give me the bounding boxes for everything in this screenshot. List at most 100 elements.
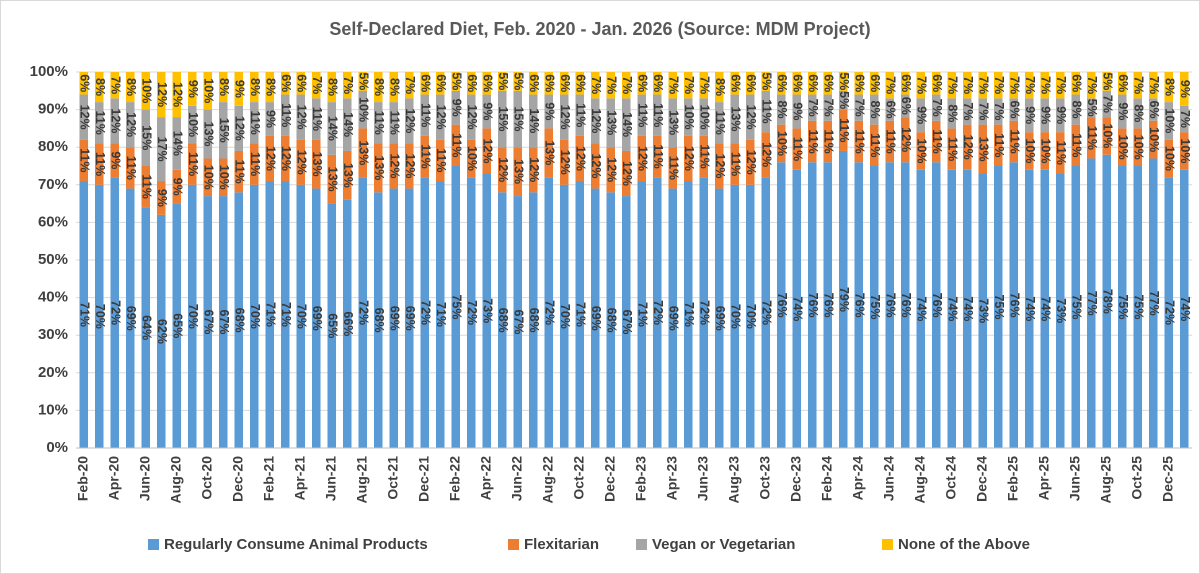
bar-segment [265, 72, 275, 103]
bar-segment [296, 72, 306, 95]
bar-segment [962, 72, 972, 99]
bar-segment [497, 90, 507, 148]
bar-segment [94, 143, 104, 185]
bar-segment [683, 98, 693, 136]
bar-segment [280, 72, 290, 95]
bar-segment [1071, 124, 1081, 166]
bar-segment [792, 72, 802, 95]
data-label: 7% [620, 76, 634, 94]
data-label: 6% [1147, 101, 1161, 119]
data-label: 10% [775, 131, 789, 156]
data-label: 7% [806, 99, 820, 117]
data-label: 9% [186, 80, 200, 98]
bar-segment [466, 177, 476, 448]
data-label: 6% [542, 74, 556, 92]
bar-segment [683, 135, 693, 182]
bar-segment [699, 177, 709, 448]
data-label: 11% [449, 133, 463, 157]
x-tick-label: Dec-25 [1159, 456, 1175, 502]
bar-segment [1133, 166, 1143, 448]
data-label: 12% [744, 105, 758, 130]
data-label: 11% [651, 103, 665, 127]
data-label: 13% [201, 122, 215, 147]
data-label: 7% [852, 99, 866, 117]
bar-segment [885, 120, 895, 163]
bar-segment [435, 181, 445, 449]
data-label: 71% [573, 302, 587, 327]
data-label: 7% [976, 102, 990, 120]
bar-segment [528, 147, 538, 193]
bar-segment [420, 94, 430, 136]
bar-segment [482, 94, 492, 129]
data-label: 11% [883, 129, 897, 153]
data-label: 6% [465, 74, 479, 92]
legend-swatch [508, 539, 519, 550]
data-label: 69% [387, 306, 401, 331]
bar-segment [1024, 169, 1034, 448]
bar-segment [404, 188, 414, 448]
y-tick-label: 30% [38, 326, 68, 343]
data-label: 13% [728, 106, 742, 131]
data-label: 11% [728, 152, 742, 176]
data-label: 8% [945, 104, 959, 122]
data-label: 11% [186, 152, 200, 176]
bar-segment [621, 150, 631, 197]
x-tick-label: Feb-23 [632, 456, 648, 501]
bar-segment [141, 166, 151, 208]
bar-segment [869, 166, 879, 448]
data-label: 8% [372, 78, 386, 96]
bar-segment [637, 94, 647, 136]
data-label: 11% [124, 156, 138, 180]
bar-segment [203, 158, 213, 197]
bar-segment [559, 72, 569, 95]
data-label: 9% [542, 102, 556, 120]
x-tick-label: Apr-20 [105, 456, 121, 501]
bar-segment [265, 135, 275, 182]
bar-segment [234, 150, 244, 193]
data-label: 11% [387, 111, 401, 135]
data-label: 6% [899, 97, 913, 115]
data-label: 68% [372, 308, 386, 333]
data-label: 8% [124, 78, 138, 96]
bar-segment [699, 98, 709, 136]
data-label: 8% [325, 78, 339, 96]
data-label: 76% [1007, 293, 1021, 318]
data-label: 5% [511, 72, 525, 90]
x-tick-label: Apr-22 [477, 456, 493, 501]
data-label: 12% [589, 108, 603, 133]
data-label: 7% [976, 76, 990, 94]
x-tick-label: Aug-22 [539, 456, 555, 504]
data-label: 12% [620, 161, 634, 186]
bar-segment [1133, 128, 1143, 166]
bar-segment [296, 94, 306, 140]
bar-segment [218, 72, 228, 103]
bar-segment [931, 162, 941, 449]
data-label: 13% [666, 110, 680, 135]
bar-segment [466, 72, 476, 95]
data-label: 9% [263, 110, 277, 128]
data-label: 72% [697, 300, 711, 325]
data-label: 10% [682, 105, 696, 130]
bar-segment [916, 169, 926, 448]
x-tick-label: Apr-25 [1035, 456, 1051, 501]
data-label: 75% [1116, 294, 1130, 319]
bar-segment [513, 147, 523, 197]
data-label: 15% [217, 118, 231, 143]
bar-segment [1164, 139, 1174, 178]
x-tick-label: Jun-22 [508, 456, 524, 501]
bar-segment [559, 94, 569, 140]
bar-segment [1086, 72, 1096, 99]
bar-segment [311, 98, 321, 140]
bar-segment [1133, 72, 1143, 99]
bar-segment [1179, 105, 1189, 133]
x-tick-label: Jun-25 [1066, 456, 1082, 501]
data-label: 70% [93, 304, 107, 329]
data-label: 13% [325, 167, 339, 192]
data-label: 77% [1085, 291, 1099, 316]
data-label: 12% [573, 146, 587, 171]
data-label: 11% [806, 129, 820, 153]
data-label: 70% [294, 304, 308, 329]
data-label: 75% [868, 294, 882, 319]
data-label: 10% [186, 112, 200, 137]
bar-segment [373, 72, 383, 103]
